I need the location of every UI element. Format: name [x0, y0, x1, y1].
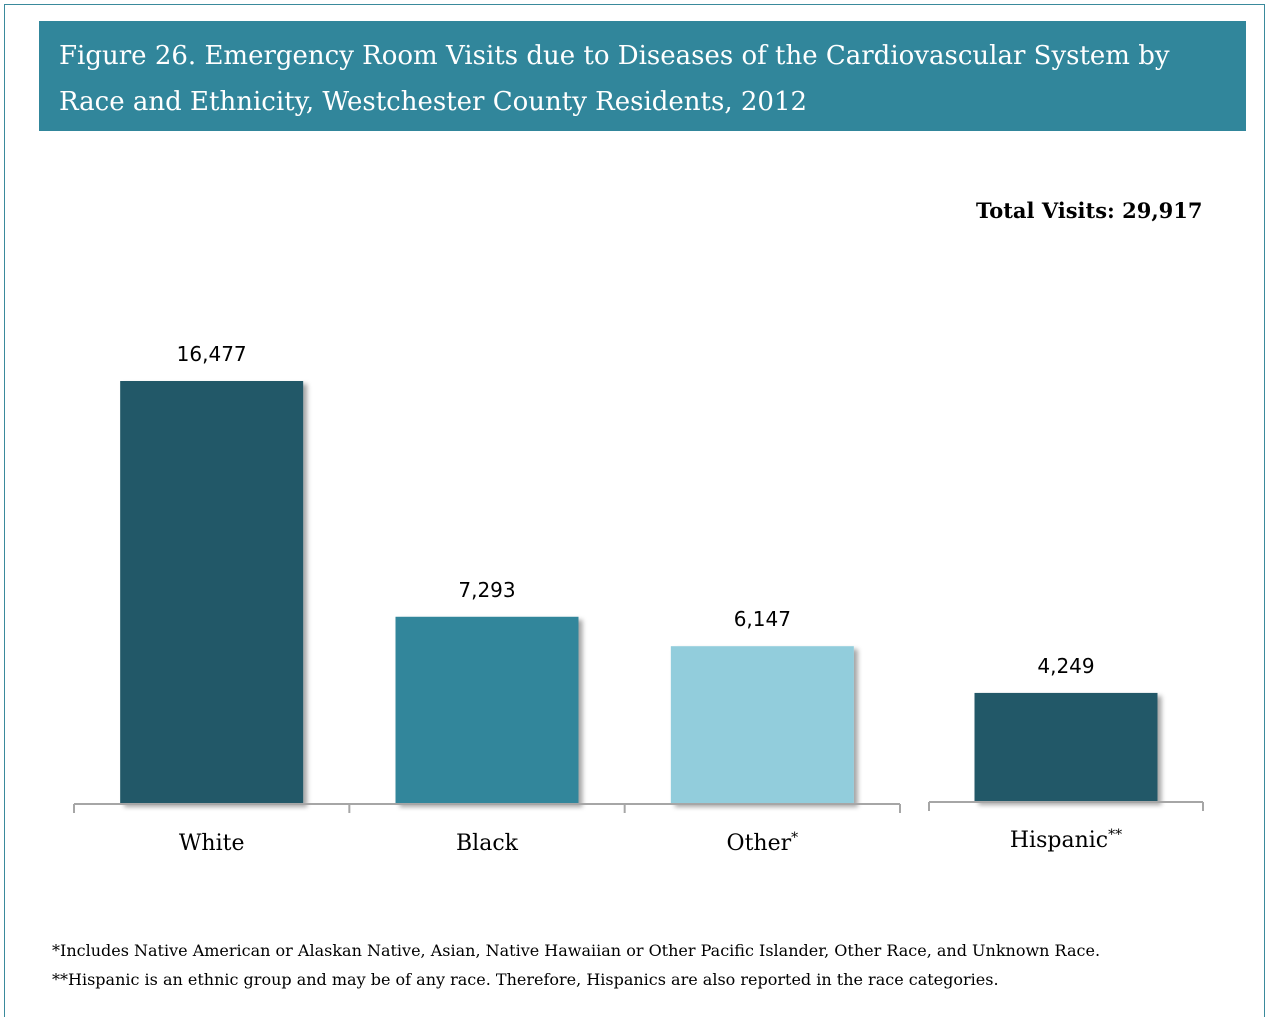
category-label: Other*	[727, 830, 799, 856]
footnotes: *Includes Native American or Alaskan Nat…	[52, 936, 1252, 994]
value-label: 6,147	[734, 607, 791, 631]
category-label: White	[179, 831, 245, 856]
bar-white	[120, 381, 304, 804]
bar-other	[670, 646, 854, 804]
category-label: Black	[456, 831, 519, 856]
bar-black	[395, 616, 579, 804]
bar-hispanic	[974, 692, 1158, 802]
value-label: 4,249	[1037, 654, 1094, 678]
footnote-other: *Includes Native American or Alaskan Nat…	[52, 941, 1101, 960]
figure-title: Figure 26. Emergency Room Visits due to …	[39, 21, 1246, 131]
category-label: Hispanic**	[1010, 827, 1122, 853]
value-label: 16,477	[177, 342, 247, 366]
figure-frame	[4, 4, 1265, 1017]
footnote-hispanic: **Hispanic is an ethnic group and may be…	[52, 970, 999, 989]
value-label: 7,293	[458, 578, 515, 602]
total-visits-label: Total Visits: 29,917	[976, 198, 1203, 223]
